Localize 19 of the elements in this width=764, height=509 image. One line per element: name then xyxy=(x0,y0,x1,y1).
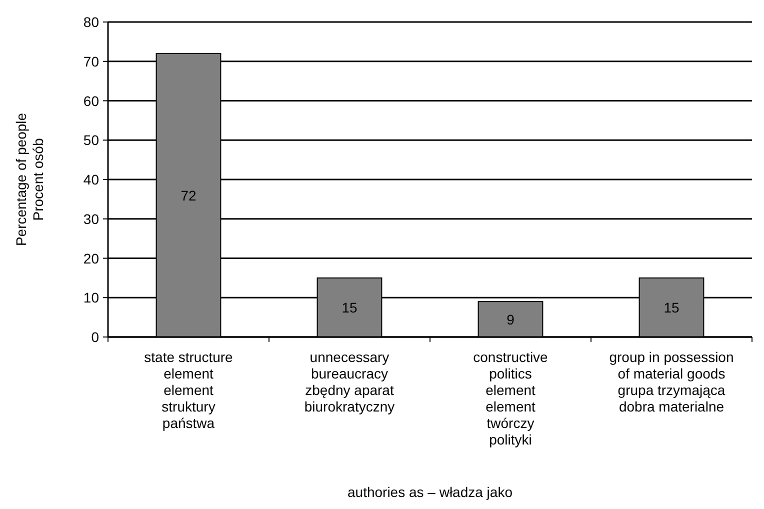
y-tick-label: 60 xyxy=(83,92,100,109)
x-tick-label: unnecessary bureaucracy zbędny aparat biurokratyczny xyxy=(304,349,395,414)
y-tick-label: 50 xyxy=(83,132,100,148)
data-label: 9 xyxy=(506,311,515,328)
data-label: 72 xyxy=(180,187,196,204)
y-tick-label: 0 xyxy=(91,329,100,345)
x-tick-label: constructive politics element element twórczy polityki xyxy=(473,349,548,448)
y-axis-title: Percentage of people Procent osób xyxy=(13,112,46,246)
x-axis-title: authories as – władza jako xyxy=(348,484,513,500)
y-tick-label: 80 xyxy=(83,14,100,30)
y-tick-label: 30 xyxy=(83,210,100,227)
y-tick-label: 20 xyxy=(83,250,100,266)
y-tick-label: 70 xyxy=(83,53,100,70)
y-tick-label: 40 xyxy=(83,172,100,188)
data-label: 15 xyxy=(664,299,680,316)
x-tick-label: state structure element element struktury państwa xyxy=(144,349,234,431)
data-label: 15 xyxy=(342,299,358,316)
x-tick-label: group in possession of material goods grupa trzymająca dobra materialne xyxy=(609,349,734,414)
y-tick-label: 10 xyxy=(83,290,100,306)
